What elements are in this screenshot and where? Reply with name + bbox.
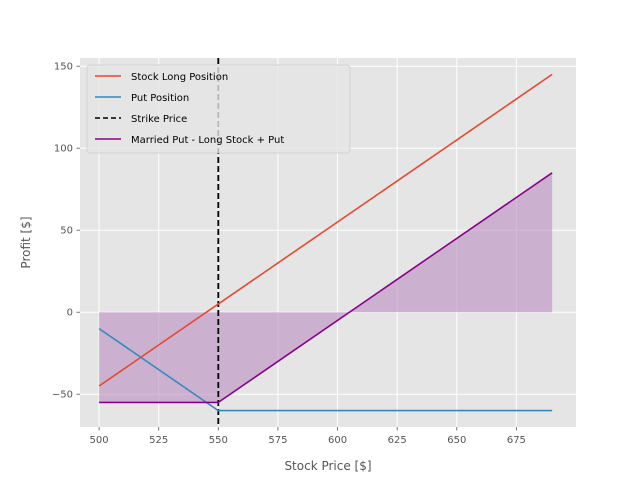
legend-label: Married Put - Long Stock + Put [131, 135, 284, 146]
x-tick-label: 575 [268, 435, 287, 446]
married-put-fill-area [99, 172, 553, 403]
x-axis-label: Stock Price [$] [284, 459, 371, 473]
stock-long-line [98, 73, 553, 387]
series-lines [98, 58, 553, 427]
y-tick-label: 50 [60, 226, 73, 237]
legend-label: Put Position [131, 93, 189, 104]
x-tick-label: 500 [90, 435, 109, 446]
legend: Stock Long Position Put Position Strike Pr… [86, 64, 351, 154]
y-axis-label: Profit [$] [19, 216, 33, 268]
x-tick-label: 550 [209, 435, 228, 446]
married-put-fill [99, 172, 553, 403]
x-tick-label: 600 [328, 435, 347, 446]
x-axis-ticks: 500 525 550 575 600 625 650 675 [90, 427, 526, 446]
x-tick-label: 525 [149, 435, 168, 446]
y-tick-label: 100 [54, 144, 73, 155]
y-tick-label: 0 [67, 308, 73, 319]
x-tick-label: 650 [447, 435, 466, 446]
legend-box [86, 64, 351, 154]
y-axis-ticks: −50 0 50 100 150 [52, 62, 80, 401]
legend-label: Strike Price [131, 114, 187, 125]
married-put-line [99, 172, 553, 404]
x-tick-label: 675 [507, 435, 526, 446]
legend-label: Stock Long Position [131, 72, 228, 83]
x-tick-label: 625 [388, 435, 407, 446]
y-tick-label: −50 [52, 390, 73, 401]
y-tick-label: 150 [54, 62, 73, 73]
put-position-line [98, 327, 553, 412]
